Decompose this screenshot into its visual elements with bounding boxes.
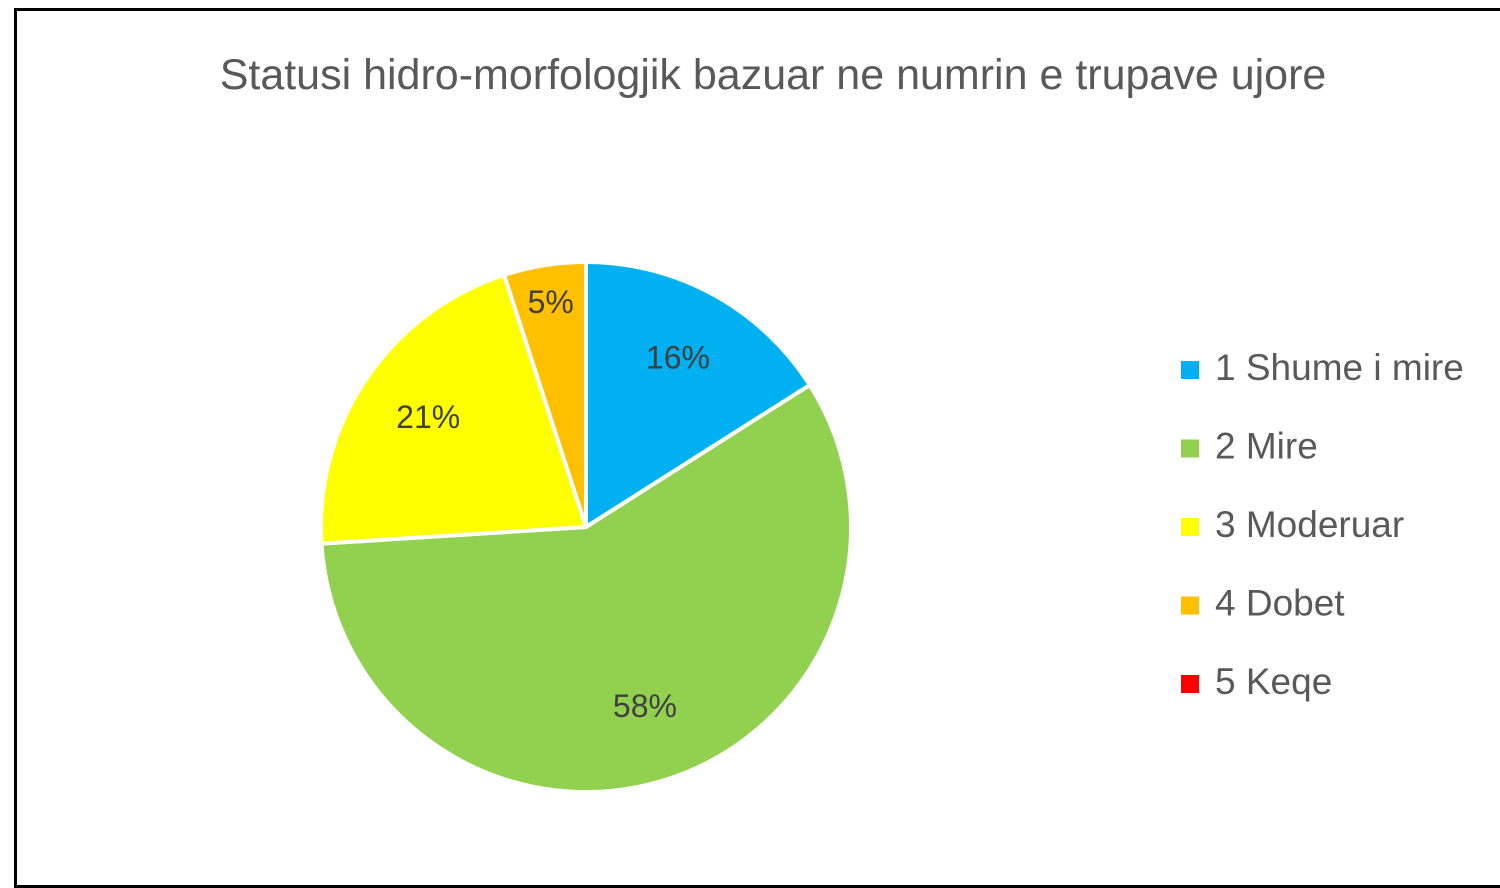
legend-swatch — [1181, 596, 1199, 615]
legend-swatch — [1181, 518, 1199, 536]
pie-slice — [319, 272, 588, 546]
legend-label: 1 Shume i mire — [1215, 347, 1464, 388]
data-label: 58% — [613, 688, 677, 724]
data-label: 5% — [528, 284, 574, 320]
legend-label: 4 Dobet — [1215, 582, 1345, 623]
legend-label: 2 Mire — [1215, 425, 1318, 466]
legend-swatch — [1181, 439, 1199, 458]
legend-swatch — [1181, 675, 1199, 693]
legend-swatch — [1181, 361, 1199, 379]
chart-title: Statusi hidro-morfologjik bazuar ne numr… — [219, 51, 1327, 99]
data-label: 21% — [396, 399, 460, 435]
pie-slice — [584, 260, 812, 529]
data-label: 16% — [646, 339, 710, 375]
legend-label: 5 Keqe — [1215, 661, 1332, 702]
pie-slice — [319, 383, 853, 794]
pie-slice — [502, 260, 588, 529]
legend-label: 3 Moderuar — [1215, 504, 1404, 545]
